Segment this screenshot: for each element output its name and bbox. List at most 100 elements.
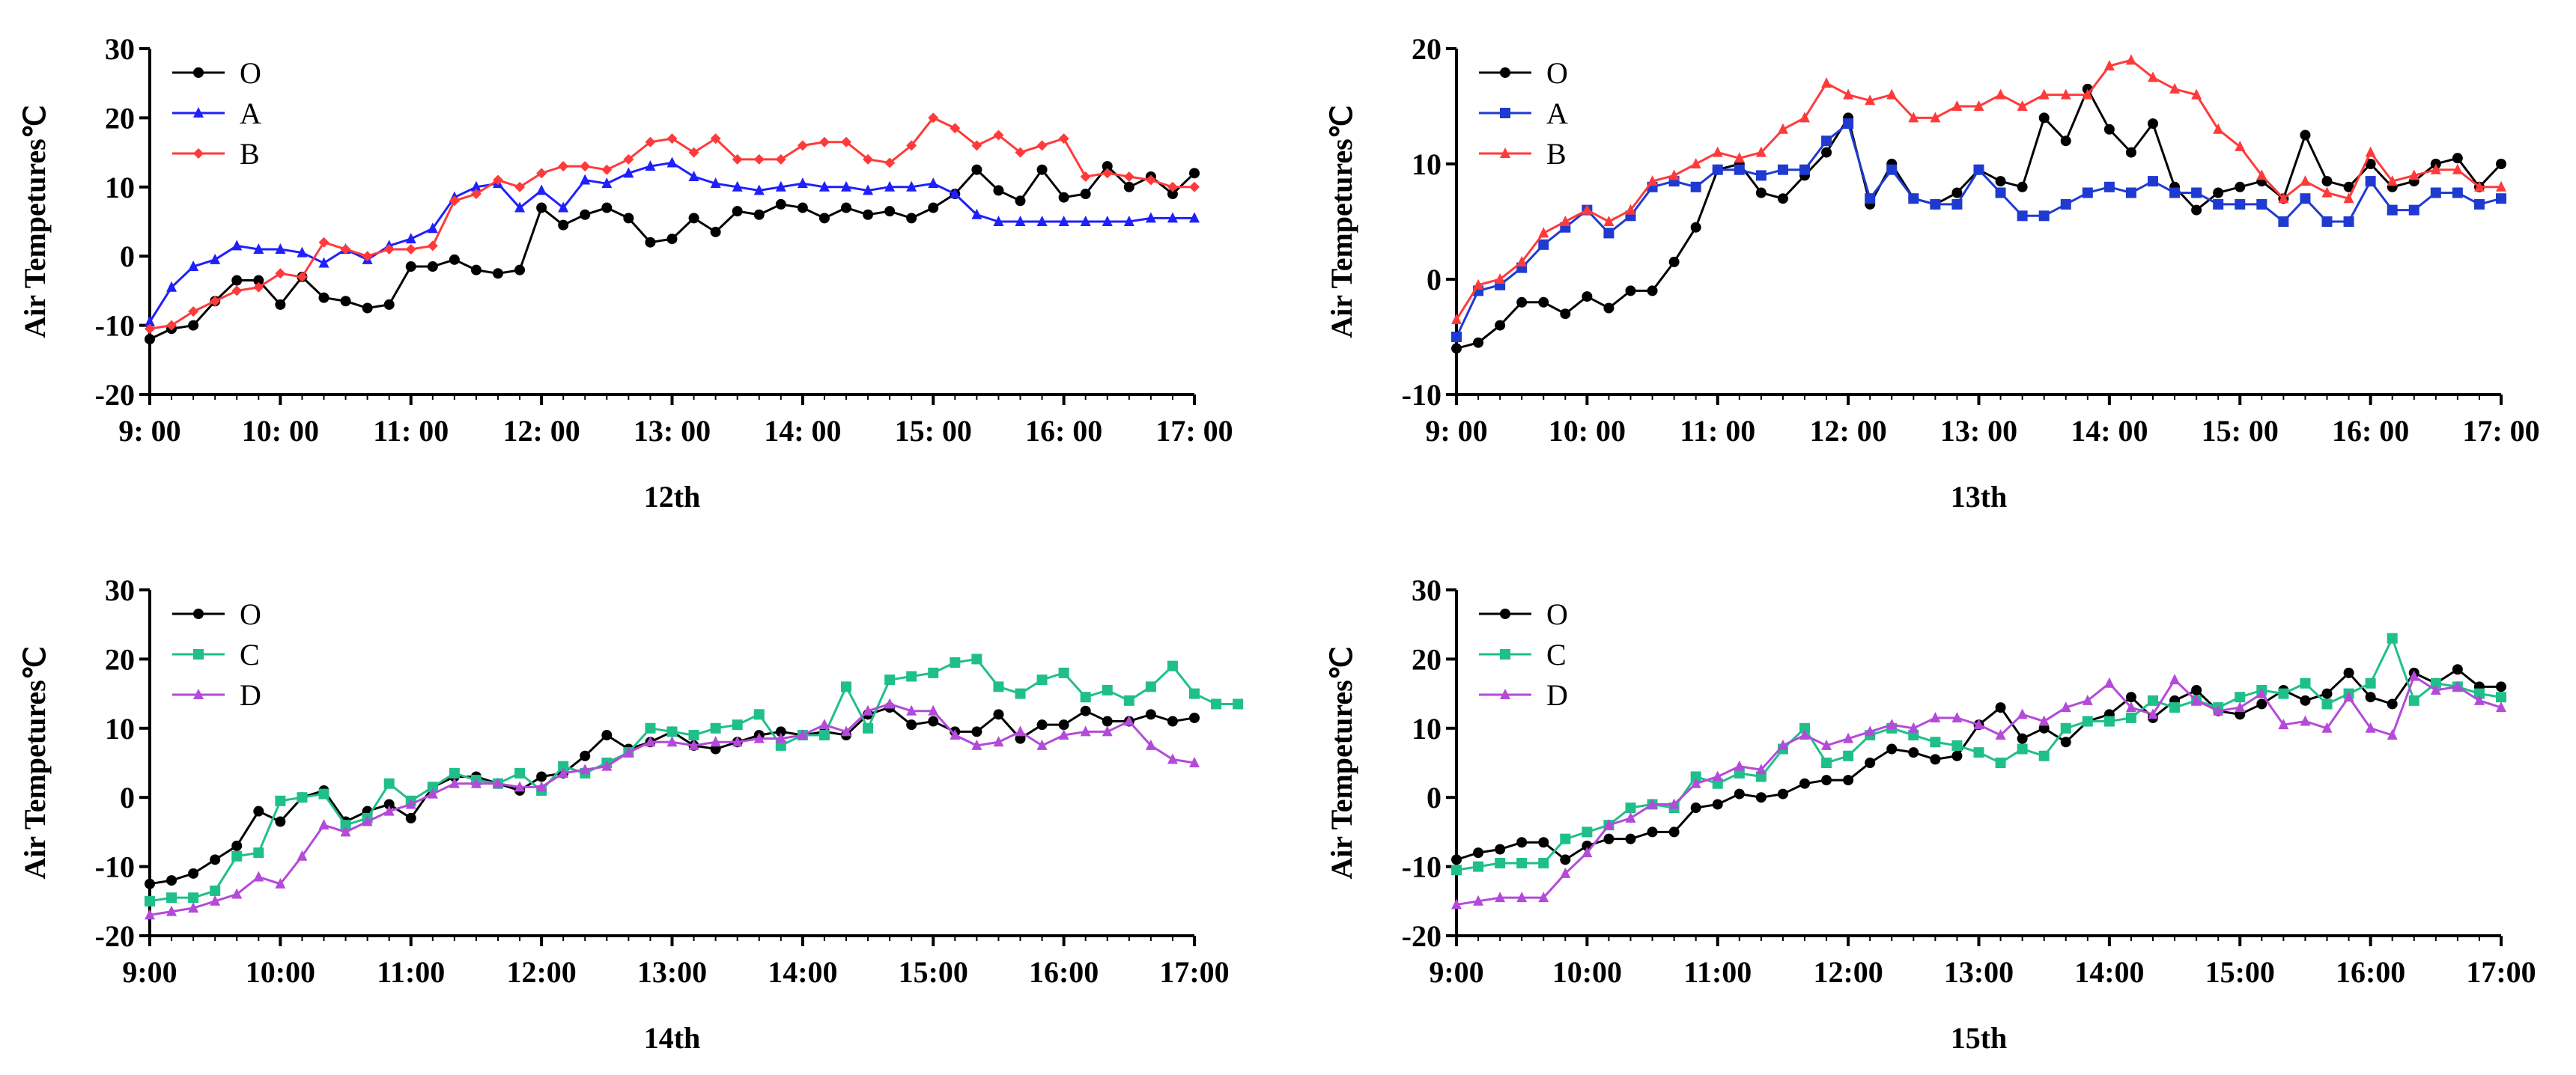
x-tick-label: 11: 00 — [373, 414, 449, 448]
data-point-B — [493, 174, 503, 186]
data-point-B — [210, 296, 221, 307]
legend-label: C — [240, 638, 260, 672]
data-point-C — [2235, 692, 2246, 703]
data-point-D — [1495, 892, 1506, 903]
data-point-C — [2169, 702, 2181, 713]
x-tick-label: 13: 00 — [634, 414, 711, 448]
data-point-B — [2278, 192, 2289, 204]
data-point-A — [601, 177, 613, 189]
data-point-A — [1080, 216, 1091, 226]
data-point-B — [1516, 255, 1528, 267]
data-point-B — [1015, 147, 1026, 158]
data-point-C — [514, 767, 526, 779]
data-point-O — [1123, 181, 1134, 192]
data-point-A — [645, 160, 656, 171]
x-tick-label: 10: 00 — [242, 414, 319, 448]
data-point-C — [2125, 712, 2136, 723]
data-point-A — [1603, 228, 1614, 239]
series-line-O — [149, 164, 1196, 341]
data-point-B — [2408, 169, 2419, 180]
data-point-C — [1015, 688, 1026, 699]
data-point-O — [340, 296, 351, 307]
data-point-D — [558, 767, 569, 778]
data-point-A — [863, 184, 874, 195]
data-point-B — [449, 195, 460, 207]
data-point-C — [1080, 692, 1091, 703]
data-point-O — [623, 213, 634, 224]
y-tick-label: 0 — [1427, 781, 1442, 814]
data-point-B — [1145, 174, 1156, 186]
data-point-D — [928, 704, 939, 716]
data-point-D — [362, 815, 373, 826]
data-point-A — [2125, 187, 2136, 198]
data-point-D — [1167, 753, 1178, 764]
data-point-A — [2365, 176, 2376, 187]
x-tick-label: 13:00 — [637, 955, 707, 989]
y-axis-title: Air Tempetures℃ — [1325, 105, 1358, 338]
data-point-C — [2387, 633, 2398, 644]
data-point-D — [863, 704, 874, 716]
data-point-C — [818, 730, 830, 741]
data-point-B — [906, 140, 917, 151]
data-point-C — [1690, 771, 1701, 782]
data-point-C — [666, 726, 678, 737]
data-point-B — [1865, 94, 1876, 106]
data-point-D — [1625, 811, 1636, 823]
data-point-A — [2387, 204, 2398, 216]
data-point-A — [906, 180, 917, 192]
data-point-O — [1647, 285, 1658, 296]
data-point-D — [1058, 729, 1069, 740]
data-point-O — [1995, 702, 2006, 713]
legend-item-O: O — [1479, 597, 1568, 631]
data-point-O — [2125, 147, 2136, 158]
data-point-D — [993, 736, 1004, 747]
data-point-O — [1951, 750, 1963, 761]
data-point-O — [449, 254, 460, 265]
data-point-O — [1451, 854, 1462, 865]
data-point-A — [297, 246, 308, 258]
data-point-O — [536, 202, 547, 213]
data-point-O — [2038, 112, 2050, 124]
data-point-D — [145, 909, 155, 920]
data-point-B — [2017, 100, 2028, 111]
data-point-D — [2408, 670, 2419, 681]
data-point-O — [1755, 187, 1767, 198]
data-point-C — [645, 722, 656, 734]
data-point-O — [2496, 681, 2506, 692]
legend-label: B — [1546, 137, 1567, 171]
data-point-O — [1668, 256, 1680, 267]
x-tick-label: 15: 00 — [2202, 414, 2279, 448]
data-point-A — [1951, 198, 1963, 210]
legend-marker — [1500, 147, 1510, 158]
data-point-C — [2300, 677, 2311, 689]
data-point-B — [666, 133, 678, 144]
data-point-O — [797, 202, 808, 213]
data-point-D — [318, 819, 329, 830]
data-point-O — [1495, 320, 1506, 331]
legend-item-C: C — [172, 638, 260, 672]
data-point-B — [1058, 133, 1069, 144]
data-point-C — [1821, 758, 1832, 768]
data-point-C — [297, 792, 308, 803]
data-point-B — [1647, 175, 1658, 186]
data-point-D — [1189, 757, 1200, 767]
data-point-B — [2365, 146, 2376, 157]
series-line-B — [149, 116, 1194, 330]
data-point-O — [928, 716, 939, 727]
data-point-A — [2321, 216, 2333, 227]
data-point-C — [427, 782, 438, 793]
data-point-A — [2082, 187, 2093, 198]
data-point-D — [2082, 694, 2093, 705]
legend: OAB — [1479, 56, 1568, 171]
data-point-D — [1451, 898, 1462, 910]
data-point-O — [710, 226, 721, 237]
data-point-B — [580, 161, 591, 172]
y-tick-label: -20 — [95, 378, 135, 412]
data-point-A — [427, 222, 438, 234]
data-point-O — [231, 840, 243, 851]
data-point-O — [1755, 792, 1767, 803]
data-point-A — [2256, 198, 2267, 210]
data-point-O — [210, 854, 221, 865]
data-point-O — [688, 213, 699, 224]
data-point-O — [2452, 153, 2463, 164]
